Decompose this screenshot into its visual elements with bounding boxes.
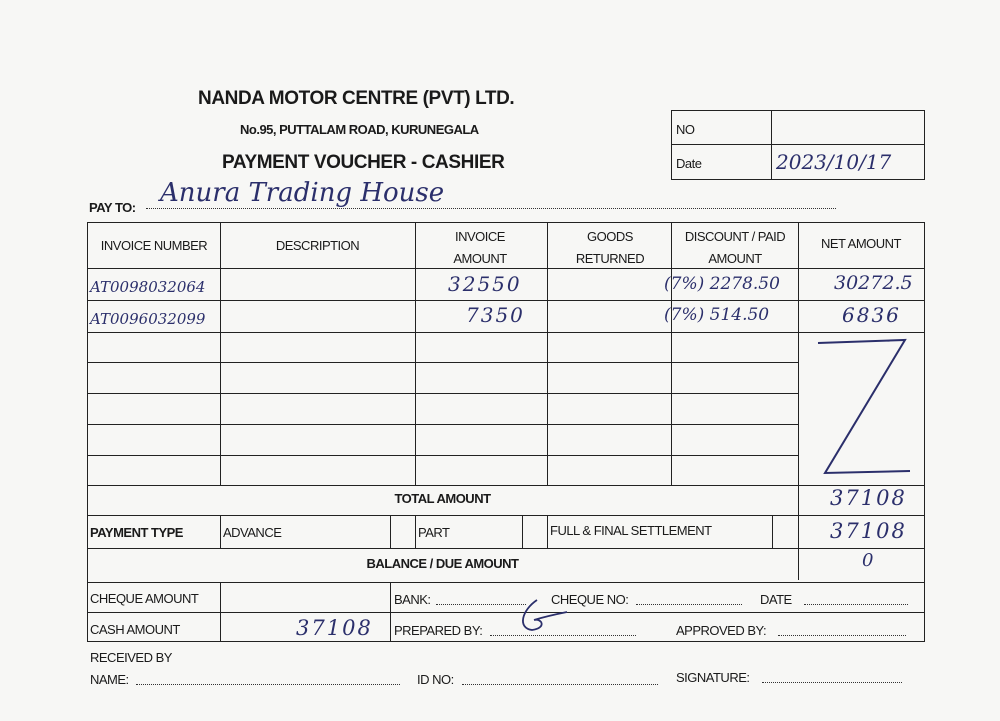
prepared-signature	[522, 599, 568, 631]
col-net-amount: NET AMOUNT	[821, 236, 902, 251]
col-goods-returned: GOODS RETURNED	[575, 229, 645, 266]
date-label: Date	[676, 156, 702, 171]
date-field-label: DATE	[760, 592, 792, 607]
received-by-title: RECEIVED BY	[90, 650, 172, 665]
total-label: TOTAL AMOUNT	[394, 491, 491, 506]
full-settlement-option[interactable]: FULL & FINAL SETTLEMENT	[550, 523, 712, 538]
cheque-amount-label: CHEQUE AMOUNT	[90, 591, 199, 606]
z-strike-mark	[817, 338, 911, 475]
row1-invoice: AT0098032064	[90, 278, 206, 296]
no-label: NO	[676, 122, 695, 137]
meta-box	[671, 110, 925, 180]
row2-invoice: AT0096032099	[90, 310, 206, 328]
name-label: NAME:	[90, 672, 129, 687]
voucher-title: PAYMENT VOUCHER - CASHIER	[222, 152, 505, 173]
approved-by-label: APPROVED BY:	[676, 623, 767, 638]
row2-discount: (7%) 514.50	[664, 305, 770, 325]
bank-label: BANK:	[394, 592, 431, 607]
company-address: No.95, PUTTALAM ROAD, KURUNEGALA	[240, 122, 479, 137]
row2-amount: 7350	[466, 303, 525, 327]
col-invoice-amount: INVOICE AMOUNT	[453, 229, 507, 266]
prepared-by-label: PREPARED BY:	[394, 623, 483, 638]
balance-label: BALANCE / DUE AMOUNT	[366, 556, 519, 571]
row1-net: 30272.5	[834, 272, 913, 294]
advance-option[interactable]: ADVANCE	[223, 525, 282, 540]
signature-label: SIGNATURE:	[676, 670, 750, 685]
col-discount: DISCOUNT / PAID AMOUNT	[684, 229, 786, 266]
part-option[interactable]: PART	[418, 525, 450, 540]
invoice-table	[87, 222, 925, 642]
balance-value: 0	[862, 550, 874, 571]
row1-amount: 32550	[448, 272, 522, 296]
id-no-label: ID NO:	[417, 672, 454, 687]
pay-to-label: PAY TO:	[89, 200, 136, 215]
col-invoice-number: INVOICE NUMBER	[100, 238, 208, 253]
total-value: 37108	[830, 486, 907, 510]
cash-amount-value: 37108	[296, 616, 373, 640]
pay-to-value: Anura Trading House	[160, 178, 445, 208]
cheque-no-label: CHEQUE NO:	[551, 592, 629, 607]
date-value: 2023/10/17	[776, 150, 892, 174]
col-description: DESCRIPTION	[275, 238, 360, 253]
row1-discount: (7%) 2278.50	[664, 274, 780, 294]
cash-amount-label: CASH AMOUNT	[90, 622, 180, 637]
company-name: NANDA MOTOR CENTRE (PVT) LTD.	[198, 88, 515, 109]
paid-value: 37108	[830, 519, 907, 543]
payment-type-label: PAYMENT TYPE	[90, 525, 183, 540]
row2-net: 6836	[842, 303, 901, 327]
